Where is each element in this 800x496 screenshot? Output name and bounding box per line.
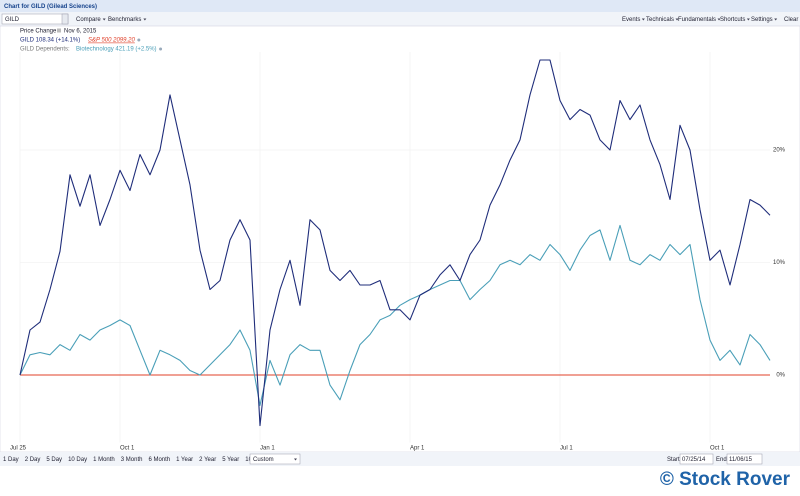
toolbar-menu[interactable]: Technicals <box>646 17 674 23</box>
dropdown-arrow <box>143 18 147 21</box>
x-tick-label: Jan 1 <box>260 446 275 452</box>
toolbar-menu[interactable]: Benchmarks <box>108 17 141 23</box>
legend-options[interactable] <box>159 47 163 51</box>
start-value: 07/25/14 <box>682 457 706 463</box>
plot: 0% 10% 20% Jul 25 Oct 1 Jan 1 Apr 1 Jul 1 Oct 1 <box>10 52 786 452</box>
chart-area <box>0 25 800 453</box>
range-button[interactable]: 2 Year <box>199 457 216 463</box>
y-tick-label: 10% <box>773 260 786 266</box>
window-title: Chart for GILD (Gilead Sciences) <box>4 4 97 10</box>
x-tick-label: Oct 1 <box>710 446 725 452</box>
series-line <box>19 224 771 406</box>
clear-button[interactable]: Clear <box>784 17 798 23</box>
dropdown-arrow <box>102 18 106 21</box>
series-line <box>19 59 771 427</box>
dropdown-arrow <box>746 18 750 21</box>
legend-entry[interactable]: Biotechnology 421.19 (+2.5%) <box>76 47 157 53</box>
x-tick-label: Apr 1 <box>410 446 425 452</box>
range-button[interactable]: 6 Month <box>148 457 170 463</box>
range-button[interactable]: 5 Day <box>46 457 62 463</box>
range-button[interactable]: 5 Year <box>222 457 239 463</box>
dropdown-arrow <box>774 18 778 21</box>
range-button[interactable]: 3 Month <box>121 457 143 463</box>
price-change-date: Nov 6, 2015 <box>64 29 97 35</box>
range-button[interactable]: 1 Month <box>93 457 115 463</box>
price-change-label: Price Change <box>20 29 57 35</box>
end-input[interactable] <box>726 453 763 465</box>
title-bar <box>0 0 800 12</box>
toolbar-menu[interactable]: Fundamentals <box>678 17 716 23</box>
dropdown-arrow <box>675 18 679 21</box>
start-input[interactable] <box>679 453 714 465</box>
toolbar <box>0 12 800 26</box>
info-icon <box>57 28 61 33</box>
range-bar <box>0 452 800 466</box>
toolbar-menu[interactable]: Compare <box>76 17 101 23</box>
custom-value: Custom <box>253 457 274 463</box>
toolbar-menu[interactable]: Shortcuts <box>720 17 745 23</box>
dropdown-arrow <box>717 18 721 21</box>
end-label: End <box>716 457 727 463</box>
dropdown-arrow <box>294 458 297 461</box>
symbol-dropdown[interactable] <box>61 13 69 25</box>
legend-entry[interactable]: S&P 500 2099.20 <box>88 38 135 44</box>
symbol-value: GILD <box>5 17 20 23</box>
range-button[interactable]: 10 Day <box>68 457 87 463</box>
x-tick-label: Jul 1 <box>560 446 573 452</box>
y-tick-label: 0% <box>776 373 785 379</box>
start-label: Start <box>667 457 680 463</box>
dependents-label: GILD Dependents: <box>20 47 70 53</box>
dropdown-arrow <box>641 18 645 21</box>
toolbar-menu[interactable]: Settings <box>751 17 773 23</box>
toolbar-menu[interactable]: Events <box>622 17 640 23</box>
watermark: © Stock Rover <box>660 469 791 490</box>
toolbar-menus: Compare Benchmarks Events Technicals Fundame… <box>76 17 798 23</box>
y-tick-label: 20% <box>773 148 786 154</box>
x-tick-label: Jul 25 <box>10 446 27 452</box>
legend-entry[interactable]: GILD 108.34 (+14.1%) <box>20 38 80 44</box>
range-button[interactable]: 1 Day <box>3 457 19 463</box>
custom-select[interactable] <box>249 453 301 465</box>
x-tick-label: Oct 1 <box>120 446 135 452</box>
end-value: 11/06/15 <box>729 457 753 463</box>
range-button[interactable]: 1 Year <box>176 457 193 463</box>
legend-options[interactable] <box>137 38 141 42</box>
range-button[interactable]: 2 Day <box>25 457 41 463</box>
